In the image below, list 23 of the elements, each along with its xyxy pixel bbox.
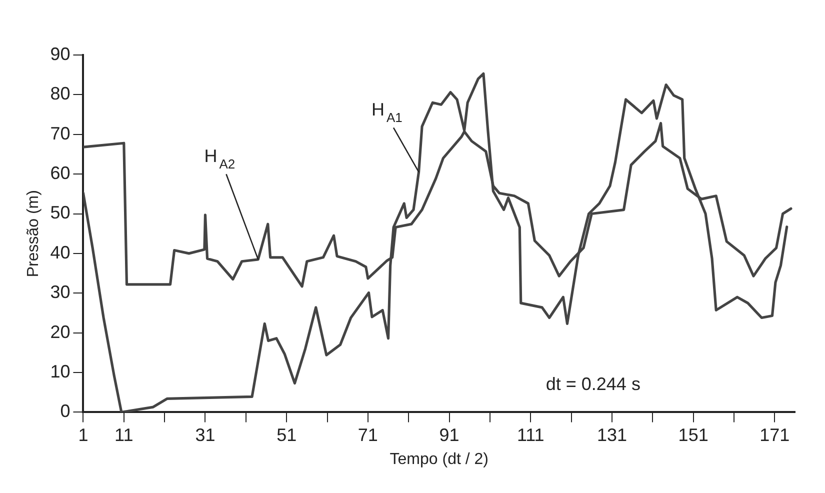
y-tick-label: 10 [50,361,70,382]
y-tick-label: 40 [50,242,70,262]
y-tick-label: 0 [60,401,70,422]
x-tick-label: 11 [114,424,134,445]
x-tick-label: 131 [596,424,627,445]
x-tick-label: 71 [358,424,378,445]
x-tick-label: 91 [439,424,460,445]
x-axis-title: Tempo (dt / 2) [390,450,488,468]
y-tick-label: 20 [50,322,70,342]
y-tick-label: 50 [50,202,70,223]
x-tick-label: 171 [760,424,790,445]
x-tick-label: 51 [276,424,297,445]
x-tick-label: 31 [195,424,216,445]
y-tick-label: 70 [50,123,70,144]
x-tick-label: 151 [678,424,708,445]
y-tick-label: 90 [50,44,70,64]
y-tick-label: 80 [50,84,70,104]
y-tick-label: 60 [50,163,70,184]
annotation: dt = 0.244 s [546,374,640,394]
y-axis-title: Pressão (m) [25,190,42,278]
x-tick-label: 111 [516,424,544,445]
x-tick-label: 1 [78,424,88,445]
y-tick-label: 30 [50,282,70,302]
